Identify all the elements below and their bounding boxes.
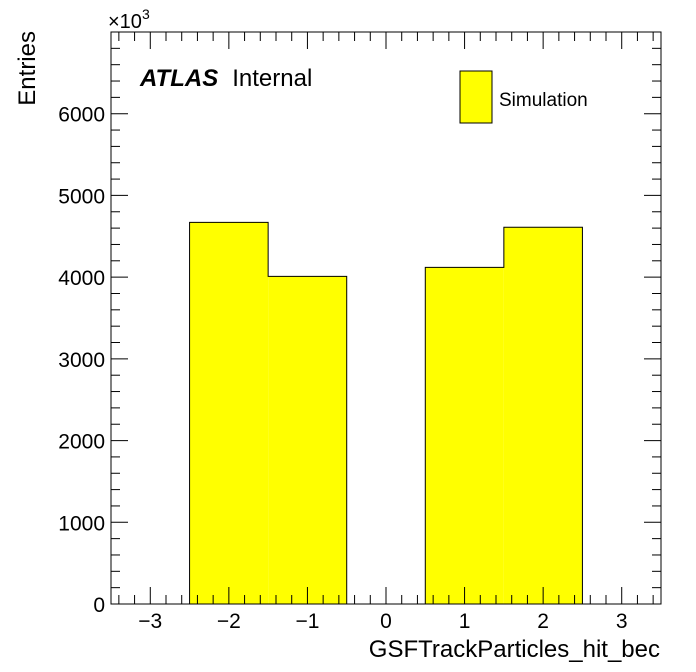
histogram-bar-3 [425, 267, 504, 604]
y-tick-label: 0 [93, 594, 105, 617]
x-tick-label: 0 [380, 610, 392, 633]
y-tick-label: 5000 [58, 185, 105, 208]
y-tick-labels: 0 1000 2000 3000 4000 5000 6000 [58, 104, 105, 617]
y-axis-title: Entries [14, 31, 41, 106]
y-tick-label: 6000 [58, 104, 105, 127]
y-tick-label: 2000 [58, 431, 105, 454]
histogram-bar-4 [503, 227, 583, 604]
x-tick-label: −3 [138, 610, 162, 633]
plot-frame [110, 31, 662, 605]
legend-swatch-simulation [459, 70, 493, 124]
histogram-bars [189, 221, 583, 605]
x-tick-label: −1 [295, 610, 319, 633]
x-tick-label: −2 [217, 610, 241, 633]
atlas-label: ATLAS Internal [139, 65, 312, 92]
y-tick-label: 3000 [58, 349, 105, 372]
y-multiplier: ×103 [108, 6, 150, 33]
histogram-bar-0 [189, 222, 269, 604]
x-tick-label: 2 [537, 610, 549, 633]
x-axis-title: GSFTrackParticles_hit_bec [369, 636, 660, 663]
y-tick-label: 4000 [58, 267, 105, 290]
y-tick-label: 1000 [58, 512, 105, 535]
histogram-bar-1 [268, 276, 347, 604]
x-tick-label: 3 [616, 610, 628, 633]
x-tick-label: 1 [459, 610, 471, 633]
legend-label-simulation: Simulation [499, 90, 588, 111]
x-tick-labels: −3 −2 −1 0 1 2 3 [138, 610, 627, 633]
